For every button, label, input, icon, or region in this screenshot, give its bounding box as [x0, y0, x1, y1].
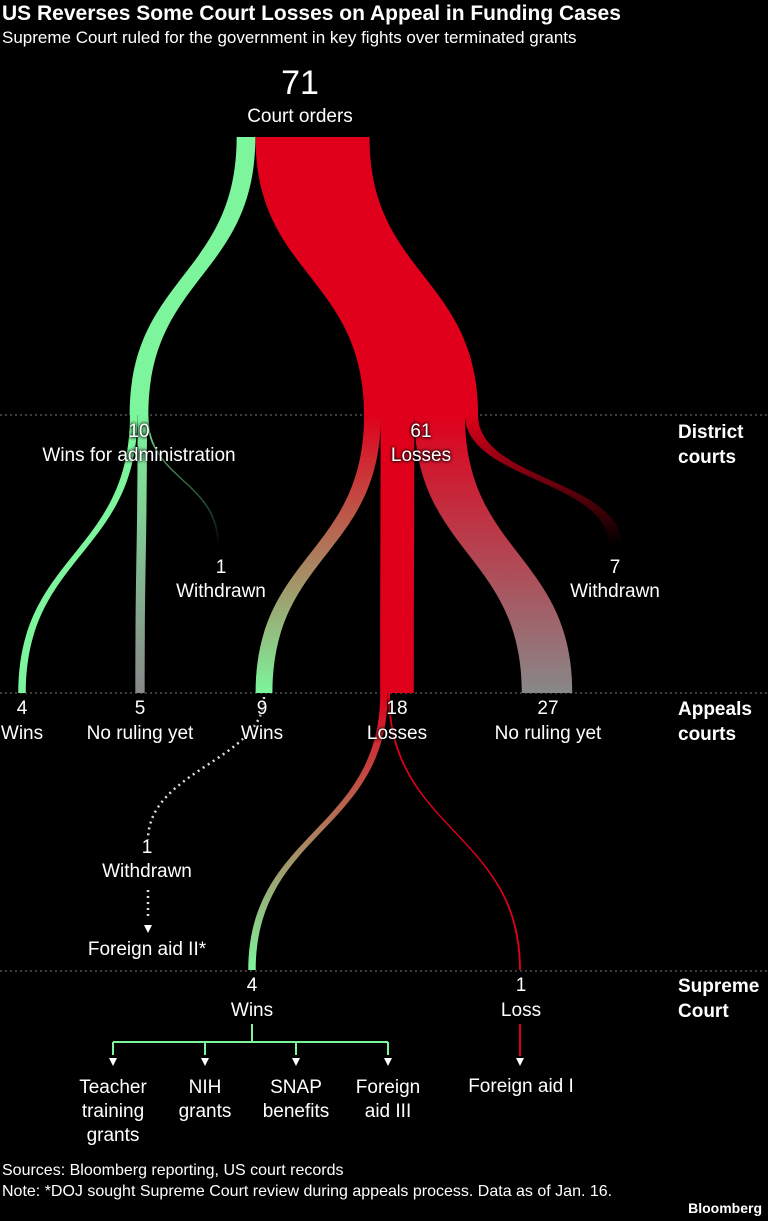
arrow — [384, 1058, 392, 1066]
node-value: 10 — [128, 421, 150, 442]
arrow — [292, 1058, 300, 1066]
node-value: 27 — [537, 698, 559, 719]
flow-band — [146, 415, 219, 545]
flow-band — [380, 415, 415, 693]
flow-band — [129, 137, 256, 415]
title: US Reverses Some Court Losses on Appeal … — [2, 2, 621, 25]
case-label: NIH grants — [178, 1077, 232, 1122]
node-value: 1 — [515, 975, 527, 996]
arrow — [201, 1058, 209, 1066]
node-label: Wins — [230, 1000, 274, 1021]
node-value: 1 — [215, 557, 227, 578]
node-label: No ruling yet — [86, 723, 194, 744]
node-label: Loss — [500, 1000, 542, 1021]
subtitle: Supreme Court ruled for the government i… — [2, 28, 577, 47]
case-label: Foreign aid I — [468, 1076, 574, 1097]
node-value: 4 — [16, 698, 28, 719]
node-label: Withdrawn — [102, 861, 192, 882]
node-value: 1 — [141, 837, 153, 858]
case-label: Foreign aid III — [355, 1077, 421, 1122]
arrow — [144, 925, 152, 933]
flow-band — [18, 415, 138, 693]
node-label: Wins for administration — [42, 445, 236, 466]
node-label: Wins — [240, 723, 284, 744]
flow-band — [388, 693, 521, 970]
level-label: Appeals courts — [678, 699, 752, 745]
flow-band — [135, 415, 147, 693]
flow-band — [255, 415, 381, 693]
node-label: Withdrawn — [176, 581, 266, 602]
node-value: 9 — [256, 698, 268, 719]
node-value: 7 — [609, 557, 621, 578]
case-label: Teacher training grants — [79, 1077, 147, 1146]
case-label: Foreign aid II* — [87, 939, 207, 960]
node-label: Losses — [366, 723, 428, 744]
node-label: Court orders — [247, 106, 353, 127]
win-bracket — [112, 1024, 389, 1055]
level-lines — [0, 414, 768, 972]
flow-band — [414, 415, 573, 693]
dotted-flow — [146, 696, 266, 841]
brand: Bloomberg — [688, 1200, 762, 1216]
case-label: SNAP benefits — [262, 1077, 330, 1122]
flow-band — [464, 415, 622, 545]
level-label: District courts — [678, 422, 744, 468]
node-label: Losses — [390, 445, 452, 466]
arrows — [109, 1058, 524, 1066]
level-label: Supreme Court — [678, 976, 760, 1022]
node-value: 5 — [134, 698, 146, 719]
node-value: 18 — [386, 698, 408, 719]
node-label: Wins — [0, 723, 44, 744]
arrow — [516, 1058, 524, 1066]
sources: Sources: Bloomberg reporting, US court r… — [2, 1162, 344, 1179]
node-label: Withdrawn — [570, 581, 660, 602]
arrow — [109, 1058, 117, 1066]
flow-band — [248, 693, 388, 970]
flow-band — [255, 137, 479, 415]
node-label: No ruling yet — [494, 723, 602, 744]
note: Note: *DOJ sought Supreme Court review d… — [2, 1183, 613, 1200]
node-value: 4 — [246, 975, 258, 996]
node-value: 71 — [281, 64, 319, 102]
node-value: 61 — [410, 421, 432, 442]
